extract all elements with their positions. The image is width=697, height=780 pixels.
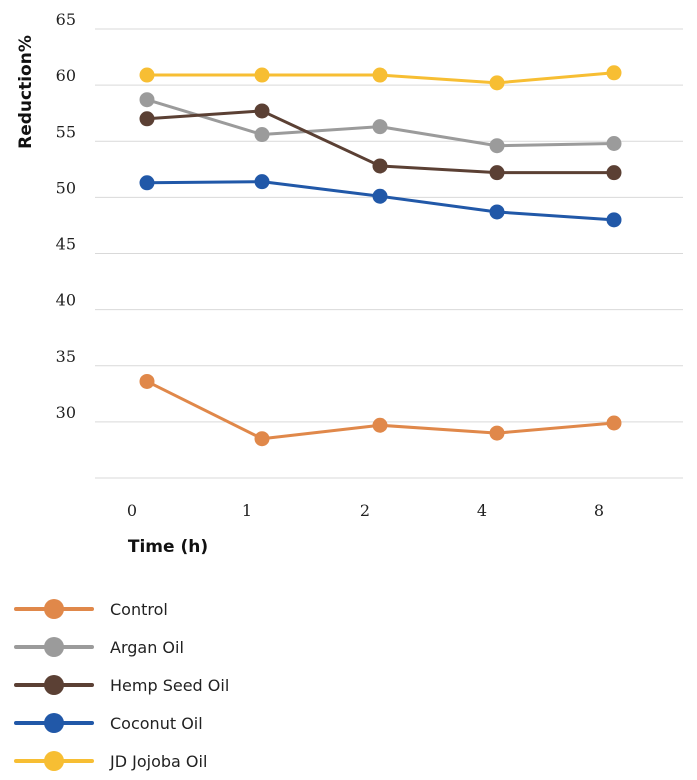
data-point [489, 75, 505, 91]
data-point [372, 188, 388, 204]
legend-item: Control [14, 590, 229, 628]
data-point [606, 65, 622, 81]
series-control [139, 373, 622, 447]
y-tick-label: 60 [56, 66, 76, 85]
data-point [372, 67, 388, 83]
x-tick-label: 4 [477, 501, 487, 520]
x-tick-label: 8 [594, 501, 604, 520]
data-point [606, 165, 622, 181]
y-tick-label: 35 [56, 347, 76, 366]
series-coconut-oil [139, 174, 622, 228]
x-tick-label: 1 [242, 501, 252, 520]
data-point [139, 373, 155, 389]
y-tick-label: 45 [56, 235, 76, 254]
data-point [489, 138, 505, 154]
legend: Control Argan Oil Hemp Seed Oil Coconut Oil… [14, 590, 229, 780]
data-point [489, 204, 505, 220]
x-axis-title: Time (h) [128, 537, 208, 557]
legend-swatch [14, 751, 94, 771]
legend-item: JD Jojoba Oil [14, 742, 229, 780]
y-tick-label: 55 [56, 122, 76, 141]
data-point [489, 425, 505, 441]
data-point [139, 175, 155, 191]
data-point [139, 92, 155, 108]
legend-marker [44, 675, 64, 695]
data-point [489, 165, 505, 181]
legend-swatch [14, 599, 94, 619]
y-tick-label: 50 [56, 178, 76, 197]
x-tick-label: 2 [360, 501, 370, 520]
legend-item: Hemp Seed Oil [14, 666, 229, 704]
legend-label: Coconut Oil [110, 713, 203, 733]
data-point [372, 417, 388, 433]
legend-label: JD Jojoba Oil [110, 751, 208, 771]
legend-marker [44, 751, 64, 771]
series-jd-jojoba-oil [139, 65, 622, 91]
data-point [254, 103, 270, 119]
y-tick-label: 30 [56, 403, 76, 422]
series-layer [139, 65, 622, 447]
data-point [254, 174, 270, 190]
data-point [254, 431, 270, 447]
legend-swatch [14, 713, 94, 733]
legend-marker [44, 637, 64, 657]
legend-swatch [14, 675, 94, 695]
y-tick-label: 40 [56, 291, 76, 310]
legend-marker [44, 599, 64, 619]
data-point [254, 67, 270, 83]
legend-marker [44, 713, 64, 733]
data-point [139, 111, 155, 127]
legend-item: Coconut Oil [14, 704, 229, 742]
series-hemp-seed-oil [139, 103, 622, 181]
y-axis-title: Reduction% [16, 35, 36, 149]
legend-label: Control [110, 599, 168, 619]
data-point [254, 127, 270, 143]
x-axis-ticks: 0 1 2 4 8 [127, 501, 604, 520]
data-point [606, 212, 622, 228]
y-tick-label: 65 [56, 10, 76, 29]
line-chart: 30 35 40 45 50 55 60 65 0 1 2 4 8 Reduction% Time (… [16, 10, 683, 557]
data-point [606, 135, 622, 151]
legend-label: Argan Oil [110, 637, 184, 657]
x-tick-label: 0 [127, 501, 137, 520]
data-point [139, 67, 155, 83]
gridlines [95, 28, 683, 479]
data-point [372, 119, 388, 135]
data-point [372, 158, 388, 174]
series-argan-oil [139, 92, 622, 154]
legend-item: Argan Oil [14, 628, 229, 666]
data-point [606, 415, 622, 431]
legend-swatch [14, 637, 94, 657]
y-axis-ticks: 30 35 40 45 50 55 60 65 [56, 10, 76, 422]
legend-label: Hemp Seed Oil [110, 675, 230, 695]
